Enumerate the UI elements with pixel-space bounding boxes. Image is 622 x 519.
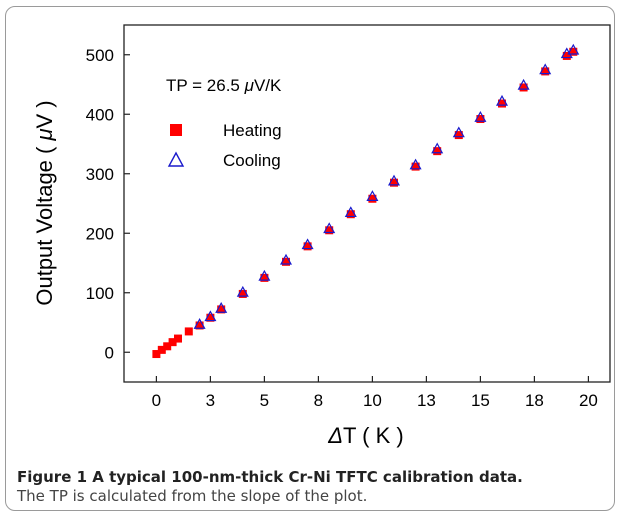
y-tick-label: 400 bbox=[86, 105, 114, 124]
legend-cooling-marker bbox=[167, 151, 185, 167]
heating-point bbox=[217, 305, 226, 314]
x-tick-label: 5 bbox=[260, 391, 269, 410]
heating-point bbox=[184, 327, 193, 336]
cooling-point bbox=[236, 285, 249, 297]
caption-text: The TP is calculated from the slope of t… bbox=[17, 487, 368, 505]
legend-cooling-label: Cooling bbox=[223, 151, 281, 170]
legend-heating-label: Heating bbox=[223, 121, 282, 140]
heating-point bbox=[519, 83, 528, 92]
cooling-point bbox=[409, 158, 422, 170]
cooling-point bbox=[258, 269, 271, 281]
cooling-point bbox=[323, 222, 336, 234]
x-tick-label: 20 bbox=[579, 391, 598, 410]
cooling-point bbox=[387, 174, 401, 186]
cooling-point bbox=[474, 110, 487, 122]
x-tick-label: 13 bbox=[417, 391, 436, 410]
heating-point bbox=[368, 194, 377, 203]
heating-point bbox=[498, 99, 506, 108]
cooling-point bbox=[517, 78, 530, 90]
heating-point bbox=[238, 289, 247, 298]
cooling-point bbox=[431, 142, 444, 154]
x-tick-label: 8 bbox=[314, 391, 323, 410]
x-axis-label: ΔT ( K ) bbox=[327, 423, 403, 448]
heating-point bbox=[152, 350, 161, 359]
x-tick-label: 10 bbox=[363, 391, 382, 410]
y-tick-label: 100 bbox=[86, 284, 114, 303]
caption-title: Figure 1 A typical 100-nm-thick Cr-Ni TF… bbox=[17, 468, 523, 486]
heating-point bbox=[157, 345, 166, 354]
heating-point bbox=[346, 210, 355, 219]
y-tick-label: 200 bbox=[86, 224, 114, 243]
data-points bbox=[152, 43, 580, 359]
figure-caption: Figure 1 A typical 100-nm-thick Cr-Ni TF… bbox=[17, 468, 612, 506]
x-tick-label: 15 bbox=[471, 391, 490, 410]
cooling-point bbox=[539, 63, 552, 75]
plot-area bbox=[123, 24, 611, 383]
heating-point bbox=[454, 131, 463, 140]
heating-point bbox=[390, 178, 398, 187]
heating-point bbox=[411, 162, 420, 171]
heating-point bbox=[174, 334, 182, 343]
heating-point bbox=[206, 313, 215, 322]
x-tick-label: 3 bbox=[206, 391, 215, 410]
heating-point bbox=[163, 342, 172, 351]
heating-point bbox=[195, 321, 204, 330]
y-tick-label: 300 bbox=[86, 165, 114, 184]
heating-point bbox=[433, 147, 442, 156]
heating-point bbox=[303, 242, 312, 251]
cooling-point bbox=[567, 43, 580, 55]
heating-point bbox=[260, 273, 269, 282]
heating-point bbox=[325, 226, 334, 235]
figure-frame bbox=[5, 6, 615, 511]
heating-point bbox=[168, 338, 177, 347]
heating-point bbox=[282, 257, 290, 266]
heating-point bbox=[476, 115, 485, 124]
cooling-point bbox=[366, 190, 379, 201]
cooling-point bbox=[215, 301, 228, 313]
x-tick-label: 18 bbox=[525, 391, 544, 410]
cooling-point bbox=[301, 238, 314, 250]
cooling-point bbox=[452, 126, 465, 138]
heating-point bbox=[562, 51, 571, 60]
y-tick-label: 0 bbox=[105, 343, 114, 362]
cooling-point bbox=[279, 253, 293, 265]
cooling-point bbox=[344, 206, 357, 218]
heating-point bbox=[569, 47, 578, 56]
x-tick-label: 0 bbox=[152, 391, 161, 410]
cooling-point bbox=[495, 94, 509, 106]
cooling-point bbox=[193, 318, 206, 329]
cooling-point bbox=[204, 310, 217, 322]
y-axis-label: Output Voltage ( μV ) bbox=[32, 100, 57, 305]
tp-annotation: TP = 26.5 μV/K bbox=[166, 76, 282, 95]
heating-point bbox=[541, 67, 550, 76]
y-tick-label: 500 bbox=[86, 46, 114, 65]
legend-heating-marker bbox=[170, 124, 182, 136]
